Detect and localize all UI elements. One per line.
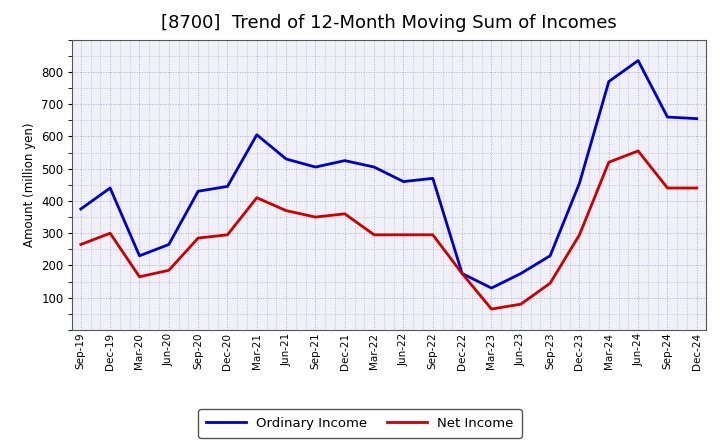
Net Income	[487, 306, 496, 312]
Net Income	[516, 301, 525, 307]
Net Income	[428, 232, 437, 238]
Net Income	[370, 232, 379, 238]
Ordinary Income	[341, 158, 349, 163]
Net Income	[399, 232, 408, 238]
Ordinary Income	[399, 179, 408, 184]
Net Income	[282, 208, 290, 213]
Net Income	[135, 274, 144, 279]
Ordinary Income	[663, 114, 672, 120]
Net Income	[106, 231, 114, 236]
Ordinary Income	[135, 253, 144, 258]
Net Income	[546, 281, 554, 286]
Ordinary Income	[546, 253, 554, 258]
Net Income	[164, 268, 173, 273]
Ordinary Income	[76, 206, 85, 212]
Net Income	[458, 271, 467, 276]
Net Income	[253, 195, 261, 200]
Net Income	[194, 235, 202, 241]
Ordinary Income	[575, 180, 584, 186]
Line: Ordinary Income: Ordinary Income	[81, 61, 697, 288]
Ordinary Income	[194, 189, 202, 194]
Net Income	[605, 160, 613, 165]
Net Income	[663, 185, 672, 191]
Net Income	[223, 232, 232, 238]
Line: Net Income: Net Income	[81, 151, 697, 309]
Ordinary Income	[223, 184, 232, 189]
Net Income	[76, 242, 85, 247]
Ordinary Income	[164, 242, 173, 247]
Ordinary Income	[693, 116, 701, 121]
Ordinary Income	[282, 156, 290, 161]
Net Income	[341, 211, 349, 216]
Ordinary Income	[516, 271, 525, 276]
Y-axis label: Amount (million yen): Amount (million yen)	[23, 123, 36, 247]
Net Income	[311, 214, 320, 220]
Net Income	[693, 185, 701, 191]
Net Income	[575, 232, 584, 238]
Ordinary Income	[311, 165, 320, 170]
Net Income	[634, 148, 642, 154]
Ordinary Income	[458, 271, 467, 276]
Ordinary Income	[253, 132, 261, 137]
Ordinary Income	[487, 286, 496, 291]
Ordinary Income	[605, 79, 613, 84]
Ordinary Income	[634, 58, 642, 63]
Legend: Ordinary Income, Net Income: Ordinary Income, Net Income	[198, 409, 522, 438]
Ordinary Income	[428, 176, 437, 181]
Ordinary Income	[106, 185, 114, 191]
Ordinary Income	[370, 165, 379, 170]
Title: [8700]  Trend of 12-Month Moving Sum of Incomes: [8700] Trend of 12-Month Moving Sum of I…	[161, 15, 616, 33]
